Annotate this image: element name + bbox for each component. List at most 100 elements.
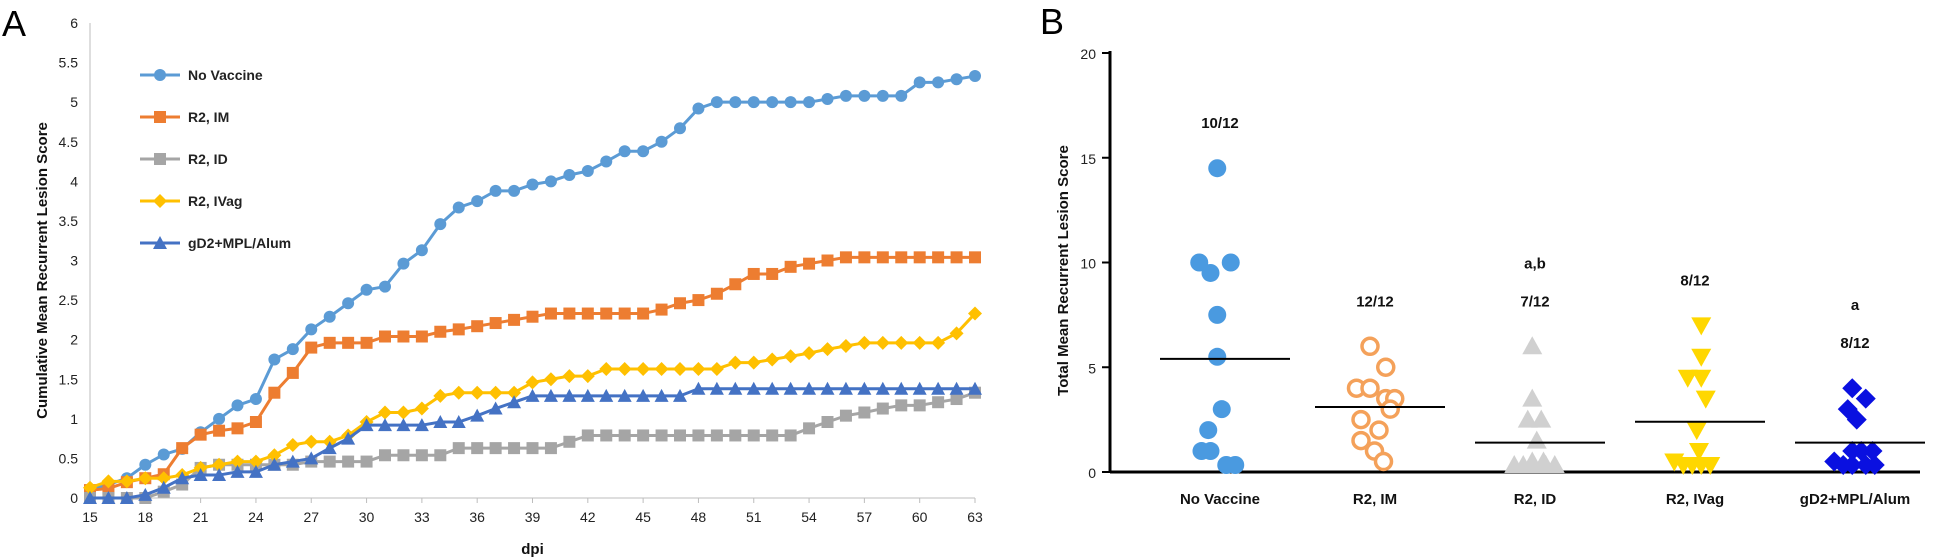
category-label: R2, IVag [1666,491,1724,508]
data-point [471,195,484,208]
data-point [599,361,614,376]
data-point [637,307,650,320]
fraction-label: 10/12 [1201,115,1239,132]
data-point [949,326,964,341]
data-point [434,218,447,231]
data-point [119,491,134,504]
fraction-label: 8/12 [1840,335,1869,352]
x-tick-a: 24 [248,509,264,525]
x-tick-a: 36 [469,509,485,525]
legend-label: gD2+MPL/Alum [188,235,291,251]
data-point [544,442,557,455]
data-point [379,280,391,293]
data-point [451,385,466,400]
data-point [508,313,521,326]
data-point [747,267,760,280]
data-point [212,468,227,482]
data-point [176,442,189,455]
data-point [562,369,577,384]
data-point [285,454,300,468]
data-point [821,254,834,267]
data-point [193,460,208,475]
data-point [286,343,299,356]
data-point [803,96,816,109]
group-b-0: 10/12 No Vaccine [1160,115,1290,508]
data-point [544,307,557,320]
data-point [950,73,963,86]
data-point [305,341,318,354]
data-point [471,320,484,333]
fraction-label: 7/12 [1520,293,1549,310]
y-tick-a: 2 [70,332,78,348]
data-point [378,405,392,420]
data-point [231,422,244,435]
data-point [747,96,760,109]
data-point [267,457,282,471]
data-point [580,369,595,384]
data-point [1201,442,1220,461]
data-point [729,429,742,442]
group-b-3: 8/12 R2, IVag [1635,272,1765,508]
data-point [451,415,466,428]
data-point [821,416,834,428]
x-tick-a: 27 [303,509,319,525]
x-tick-a: 60 [912,509,928,525]
data-point [729,96,742,109]
data-point [1842,378,1863,399]
data-point [913,399,926,412]
data-point [433,388,448,403]
panel-a-label: A [2,3,26,44]
data-point [249,393,262,406]
fraction-label: 12/12 [1356,293,1394,310]
data-point [728,355,743,370]
data-point [543,372,558,387]
y-tick-a: 4 [70,173,78,189]
data-point [839,251,852,264]
data-point [618,145,631,158]
data-point [783,381,798,395]
data-point [102,482,115,495]
data-point [138,471,153,486]
chart-a: 0 0.5 1 1.5 2 2.5 3 3.5 4 4.5 5 5.5 6 15 18 21 24 27 30 33 3… [34,15,983,557]
group-b-4: 8/12 a gD2+MPL/Alum [1795,297,1925,508]
data-point [1855,388,1876,409]
data-point [969,70,981,83]
data-point [637,145,650,158]
y-tick-a: 5.5 [59,55,79,71]
data-point [766,267,779,280]
data-point [544,175,557,188]
data-point [729,278,742,291]
data-point [175,471,190,485]
data-point [525,375,540,390]
data-point [784,429,797,442]
data-point [692,102,705,115]
data-point [1531,409,1552,428]
data-point [414,418,429,432]
data-point [304,451,319,465]
data-point [342,297,355,310]
data-point [508,442,521,455]
data-point [599,388,614,402]
data-point [268,353,281,366]
y-tick-a: 1 [70,411,78,427]
data-point [838,339,853,353]
data-point [526,310,539,323]
data-point [1199,421,1218,440]
data-point [876,251,889,264]
data-point [895,251,908,264]
data-point [1842,455,1863,475]
data-point [139,458,152,471]
data-point [636,388,651,402]
y-tick-b: 15 [1080,151,1096,167]
data-point [968,306,982,321]
data-point [912,335,927,350]
data-point [821,93,834,105]
data-point [1226,456,1245,474]
data-point [157,448,170,461]
data-point [415,244,428,257]
data-point [674,122,686,135]
data-point [563,435,576,448]
y-tick-a: 3.5 [59,213,79,229]
data-point [396,405,411,420]
data-point [323,455,336,468]
